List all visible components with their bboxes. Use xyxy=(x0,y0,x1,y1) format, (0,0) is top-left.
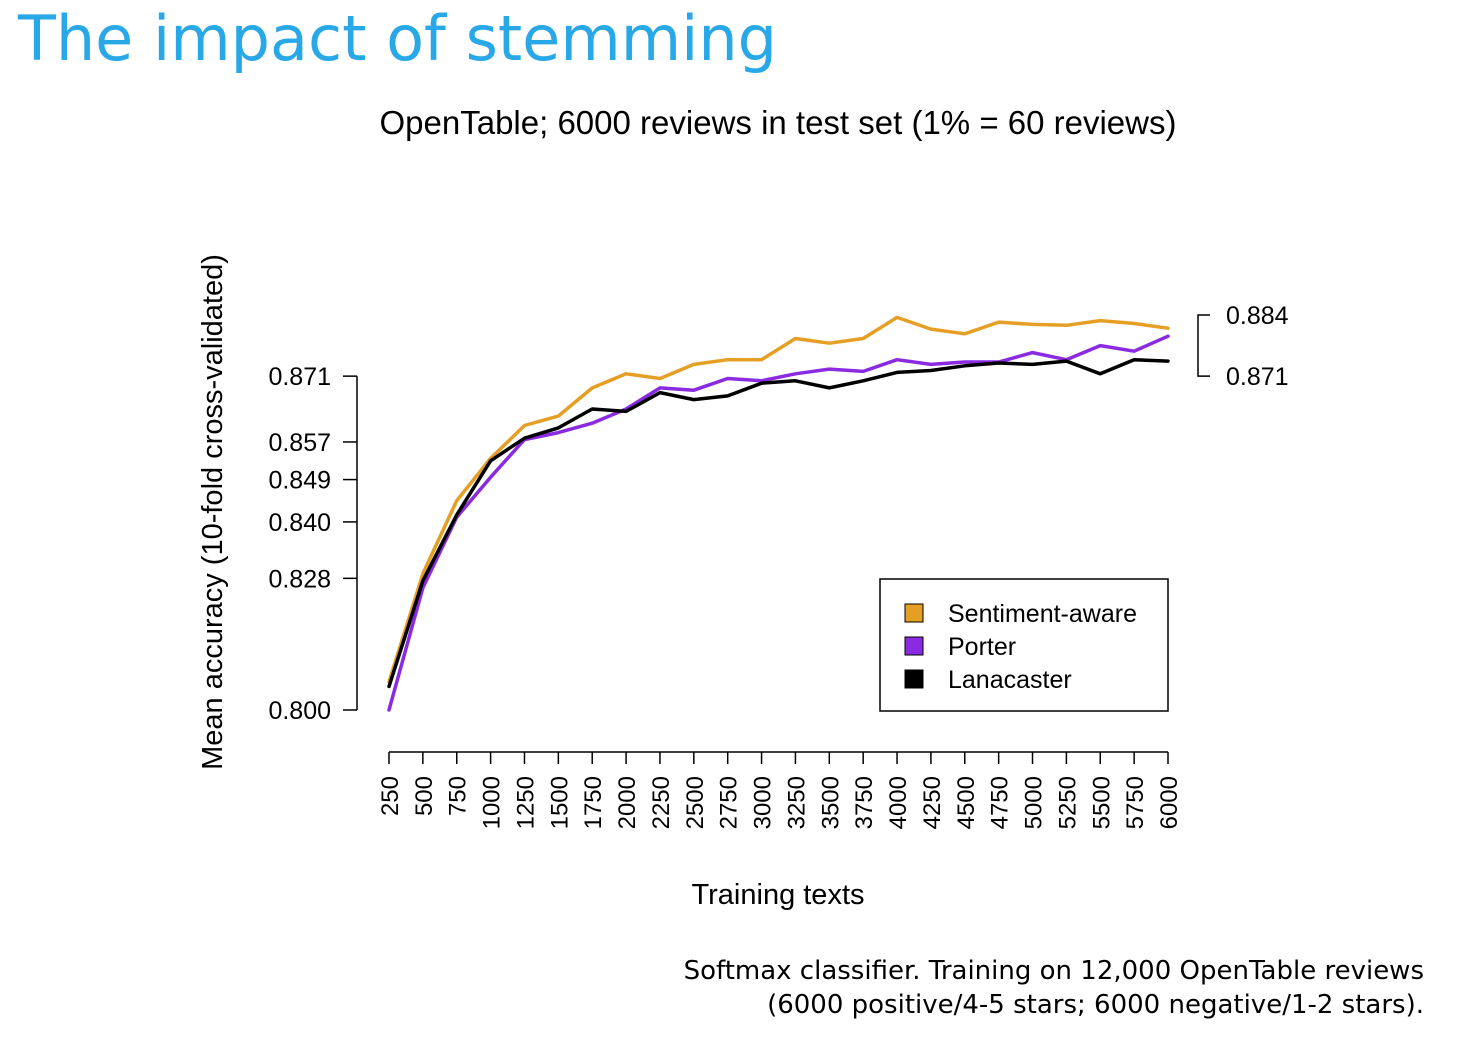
x-tick-label: 5750 xyxy=(1122,776,1149,829)
y-tick-label: 0.840 xyxy=(268,509,331,537)
legend-label: Porter xyxy=(948,633,1016,661)
x-tick-label: 5250 xyxy=(1054,776,1081,829)
y-tick-label: 0.871 xyxy=(268,363,331,391)
x-tick-label: 750 xyxy=(445,776,472,816)
x-tick-label: 4250 xyxy=(919,776,946,829)
bracket-top-label: 0.884 xyxy=(1226,302,1289,330)
caption: Softmax classifier. Training on 12,000 O… xyxy=(684,954,1424,1022)
x-tick-label: 3250 xyxy=(783,776,810,829)
x-tick-label: 4500 xyxy=(953,776,980,829)
x-axis: 250 500 750 1000 1250 1500 1750 2000 2250 2500 275… xyxy=(377,751,1183,829)
x-tick-label: 2000 xyxy=(614,776,641,829)
x-tick-label: 3500 xyxy=(817,776,844,829)
y-tick-label: 0.828 xyxy=(268,565,331,593)
line-chart: OpenTable; 6000 reviews in test set (1% … xyxy=(197,104,1289,911)
y-tick-label: 0.857 xyxy=(268,429,331,457)
series-lines xyxy=(387,315,1170,712)
y-axis: 0.800 0.828 0.840 0.849 0.857 0.871 xyxy=(268,363,358,725)
slide-title: The impact of stemming xyxy=(18,2,777,75)
legend-swatch xyxy=(904,603,924,623)
x-tick-label: 1250 xyxy=(512,776,539,829)
x-tick-label: 1500 xyxy=(546,776,573,829)
legend: Sentiment-aware Porter Lanacaster xyxy=(879,578,1169,712)
series-line-porter xyxy=(387,334,1170,712)
series-line-sentiment-aware xyxy=(387,315,1170,684)
legend-box xyxy=(879,578,1169,712)
legend-label: Lanacaster xyxy=(948,666,1072,694)
x-tick-label: 5500 xyxy=(1088,776,1115,829)
legend-swatch xyxy=(904,636,924,656)
x-tick-label: 2500 xyxy=(682,776,709,829)
caption-line-2: (6000 positive/4-5 stars; 6000 negative/… xyxy=(767,990,1424,1020)
bracket-line xyxy=(1197,314,1210,377)
x-tick-label: 6000 xyxy=(1156,776,1183,829)
x-tick-label: 1750 xyxy=(580,776,607,829)
y-tick-label: 0.800 xyxy=(268,697,331,725)
x-tick-label: 4000 xyxy=(885,776,912,829)
legend-swatch xyxy=(904,669,924,689)
right-bracket: 0.884 0.871 xyxy=(1197,302,1289,391)
legend-label: Sentiment-aware xyxy=(948,600,1137,628)
x-tick-label: 3000 xyxy=(750,776,777,829)
y-tick-label: 0.849 xyxy=(268,467,331,495)
x-tick-label: 4750 xyxy=(987,776,1014,829)
y-axis-label: Mean accuracy (10-fold cross-validated) xyxy=(197,254,229,770)
x-tick-label: 5000 xyxy=(1021,776,1048,829)
x-tick-label: 500 xyxy=(411,776,438,816)
x-tick-label: 250 xyxy=(377,776,404,816)
bracket-bottom-label: 0.871 xyxy=(1226,363,1289,391)
x-tick-label: 2250 xyxy=(648,776,675,829)
x-tick-label: 3750 xyxy=(851,776,878,829)
series-line-lanacaster xyxy=(387,357,1170,689)
x-tick-label: 1000 xyxy=(479,776,506,829)
caption-line-1: Softmax classifier. Training on 12,000 O… xyxy=(683,956,1424,986)
x-axis-label: Training texts xyxy=(692,879,865,911)
x-tick-label: 2750 xyxy=(716,776,743,829)
chart-title: OpenTable; 6000 reviews in test set (1% … xyxy=(380,104,1177,141)
